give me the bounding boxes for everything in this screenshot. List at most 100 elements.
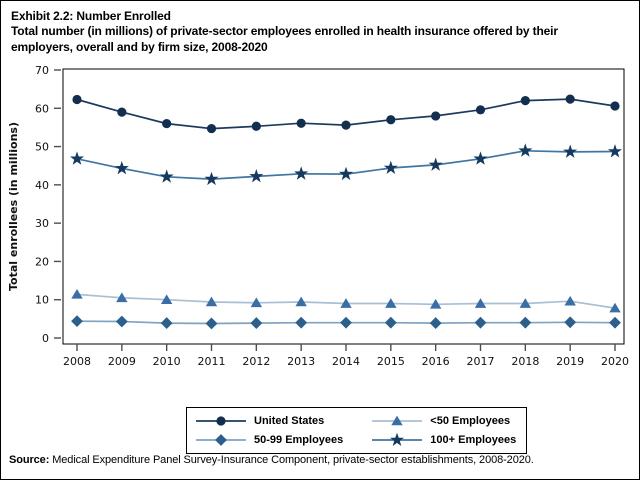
y-tick-label: 60 (35, 102, 49, 115)
y-tick-label: 20 (35, 255, 49, 268)
legend-item-united-states: United States (195, 413, 343, 429)
x-axis: 2008 2009 2010 2011 2012 2013 2014 2015 2016 2017… (63, 344, 629, 368)
triangle-marker (385, 298, 397, 308)
source-label: Source: (9, 454, 50, 466)
diamond-marker (429, 317, 442, 329)
legend-label: 100+ Employees (430, 434, 517, 446)
circle-marker (117, 107, 127, 117)
y-tick-label: 70 (35, 64, 49, 77)
diamond-marker (160, 317, 173, 329)
circle-marker (520, 96, 530, 106)
chart-subtitle: Total number (in millions) of private-se… (11, 24, 558, 54)
diamond-legend-swatch (196, 434, 246, 446)
star-marker (383, 160, 398, 174)
circle-marker (431, 111, 441, 121)
circle-marker (216, 416, 226, 426)
y-axis: 0 10 20 30 40 50 60 70 Total enrollees (in milli… (7, 64, 61, 345)
legend-item-50-99-employees: 50-99 Employees (195, 432, 343, 448)
x-tick-label: 2015 (377, 355, 405, 368)
triangle-marker (116, 292, 128, 303)
diamond-marker (250, 317, 263, 329)
circle-marker (72, 94, 82, 105)
legend-box: United States 50-99 Employees <50 Employee… (186, 407, 528, 454)
legend-label: <50 Employees (430, 415, 511, 427)
diamond-marker (340, 316, 352, 329)
x-tick-label: 2019 (556, 355, 584, 368)
diamond-marker (71, 315, 83, 328)
legend-label: 50-99 Employees (254, 434, 344, 446)
star-marker (428, 157, 443, 171)
series-100-employees (70, 143, 622, 186)
star-marker (608, 144, 622, 158)
series-united-states (72, 94, 620, 134)
legend-item-100-employees: 100+ Employees (371, 432, 516, 448)
triangle-marker (429, 298, 442, 309)
circle-marker (475, 105, 486, 115)
y-tick-label: 10 (35, 294, 49, 307)
x-tick-label: 2013 (287, 355, 315, 368)
triangle-marker (71, 288, 83, 299)
star-marker (114, 161, 129, 175)
star-marker (390, 432, 405, 446)
line-chart: 0 10 20 30 40 50 60 70 Total enrollees (in milli… (7, 64, 629, 368)
x-tick-label: 2009 (108, 355, 136, 368)
circle-legend-swatch (196, 416, 246, 426)
diamond-marker (295, 316, 308, 329)
circle-marker (341, 120, 351, 130)
series-50-employees (71, 288, 621, 313)
star-marker (70, 151, 84, 165)
triangle-marker (340, 298, 352, 308)
star-marker (473, 151, 488, 165)
triangle-marker (391, 415, 403, 426)
triangle-marker (519, 298, 532, 308)
circle-marker (251, 121, 261, 131)
triangle-marker (250, 297, 263, 308)
x-tick-label: 2017 (467, 355, 495, 368)
x-tick-label: 2020 (601, 355, 629, 368)
source-text: Medical Expenditure Panel Survey-Insuran… (49, 454, 534, 466)
x-tick-label: 2016 (422, 355, 450, 368)
y-tick-label: 40 (35, 179, 49, 192)
triangle-marker (564, 295, 576, 306)
circle-marker (386, 115, 396, 125)
star-legend-swatch (372, 432, 423, 446)
title-block: Exhibit 2.2: Number Enrolled Total numbe… (11, 9, 611, 55)
triangle-marker (474, 298, 487, 308)
legend-item-50-employees: <50 Employees (371, 413, 516, 429)
x-tick-label: 2012 (242, 355, 270, 368)
x-tick-label: 2018 (511, 355, 539, 368)
circle-marker (162, 119, 172, 129)
y-tick-label: 30 (35, 217, 49, 230)
y-axis-label: Total enrollees (in millions) (7, 122, 20, 291)
circle-marker (296, 118, 306, 128)
diamond-marker (519, 316, 532, 329)
y-tick-label: 0 (42, 332, 49, 345)
star-marker (294, 166, 309, 180)
legend-label: United States (254, 415, 325, 427)
plot-frame (62, 68, 625, 345)
diamond-marker (115, 315, 128, 328)
star-marker (204, 171, 219, 186)
star-marker (339, 166, 353, 181)
diamond-marker (215, 434, 227, 446)
star-marker (563, 144, 578, 158)
source-note: Source: Medical Expenditure Panel Survey… (9, 454, 633, 466)
triangle-marker (609, 302, 621, 313)
diamond-marker (384, 316, 397, 329)
circle-marker (206, 123, 217, 134)
diamond-marker (205, 317, 218, 330)
star-marker (249, 169, 264, 183)
x-tick-label: 2008 (63, 355, 91, 368)
diamond-marker (609, 316, 621, 329)
diamond-marker (564, 316, 577, 329)
x-tick-label: 2011 (198, 355, 226, 368)
triangle-marker (205, 296, 218, 307)
star-marker (518, 143, 533, 157)
triangle-marker (295, 296, 307, 307)
star-marker (159, 169, 174, 183)
chart-title: Exhibit 2.2: Number Enrolled (11, 9, 171, 23)
triangle-legend-swatch (372, 415, 423, 426)
diamond-marker (474, 316, 487, 329)
circle-marker (565, 94, 575, 104)
